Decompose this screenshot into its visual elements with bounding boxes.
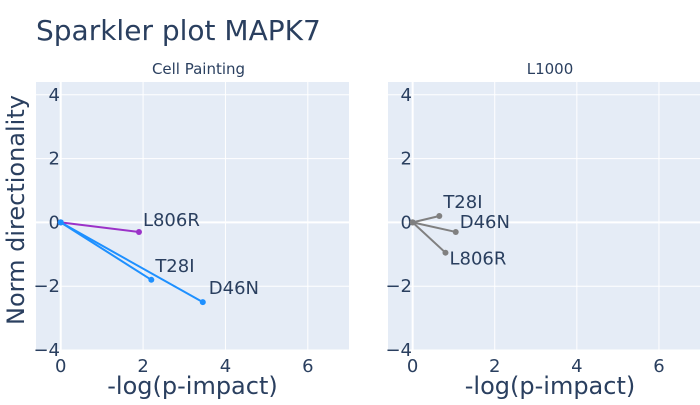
data-point bbox=[148, 276, 155, 283]
y-tick-label: 4 bbox=[49, 85, 60, 106]
series-label: T28I bbox=[442, 192, 482, 213]
data-point bbox=[57, 219, 64, 226]
plot-area bbox=[388, 82, 700, 350]
x-tick-label: 6 bbox=[653, 356, 664, 377]
series-line bbox=[60, 221, 204, 304]
chart-title: Sparkler plot MAPK7 bbox=[36, 14, 321, 47]
x-tick-label: 2 bbox=[137, 356, 148, 377]
series-label: T28I bbox=[154, 256, 194, 277]
x-axis-title: -log(p-impact) bbox=[107, 372, 277, 400]
y-tick-label: 2 bbox=[401, 149, 412, 170]
data-point bbox=[452, 228, 459, 235]
data-point bbox=[436, 213, 443, 219]
x-tick-label: 6 bbox=[302, 356, 313, 377]
subplot-title: L1000 bbox=[527, 60, 574, 78]
x-tick-label: 4 bbox=[220, 356, 231, 377]
y-tick-label: 4 bbox=[401, 85, 412, 106]
series-label: D46N bbox=[460, 212, 510, 233]
panel-cell-painting: 0 2 4 6 −4 −2 0 2 4 Cell Painting -log(p-impact) L8… bbox=[33, 60, 349, 400]
series-line bbox=[412, 215, 440, 224]
data-point bbox=[442, 249, 449, 256]
series-label: L806R bbox=[449, 249, 506, 270]
series-label: D46N bbox=[209, 278, 259, 299]
x-tick-label: 0 bbox=[407, 356, 418, 377]
series-line bbox=[411, 221, 447, 254]
y-tick-label: 2 bbox=[49, 149, 60, 170]
plot-area bbox=[36, 82, 349, 350]
series-line bbox=[60, 221, 140, 233]
y-axis-title: Norm directionality bbox=[2, 95, 30, 325]
y-tick-label: −2 bbox=[33, 276, 60, 297]
y-tick-label: −2 bbox=[385, 276, 412, 297]
x-axis-title: -log(p-impact) bbox=[465, 372, 635, 400]
data-point bbox=[409, 219, 416, 226]
subplot-title: Cell Painting bbox=[152, 60, 245, 78]
y-tick-label: 0 bbox=[401, 212, 412, 233]
data-point bbox=[135, 228, 142, 235]
y-tick-label: −4 bbox=[385, 340, 412, 361]
series-line bbox=[412, 221, 456, 233]
x-tick-label: 2 bbox=[489, 356, 500, 377]
series-label: L806R bbox=[143, 210, 200, 231]
x-tick-label: 0 bbox=[55, 356, 66, 377]
x-tick-label: 4 bbox=[571, 356, 582, 377]
y-tick-label: −4 bbox=[33, 340, 60, 361]
y-tick-label: 0 bbox=[49, 212, 60, 233]
data-point bbox=[199, 299, 206, 306]
